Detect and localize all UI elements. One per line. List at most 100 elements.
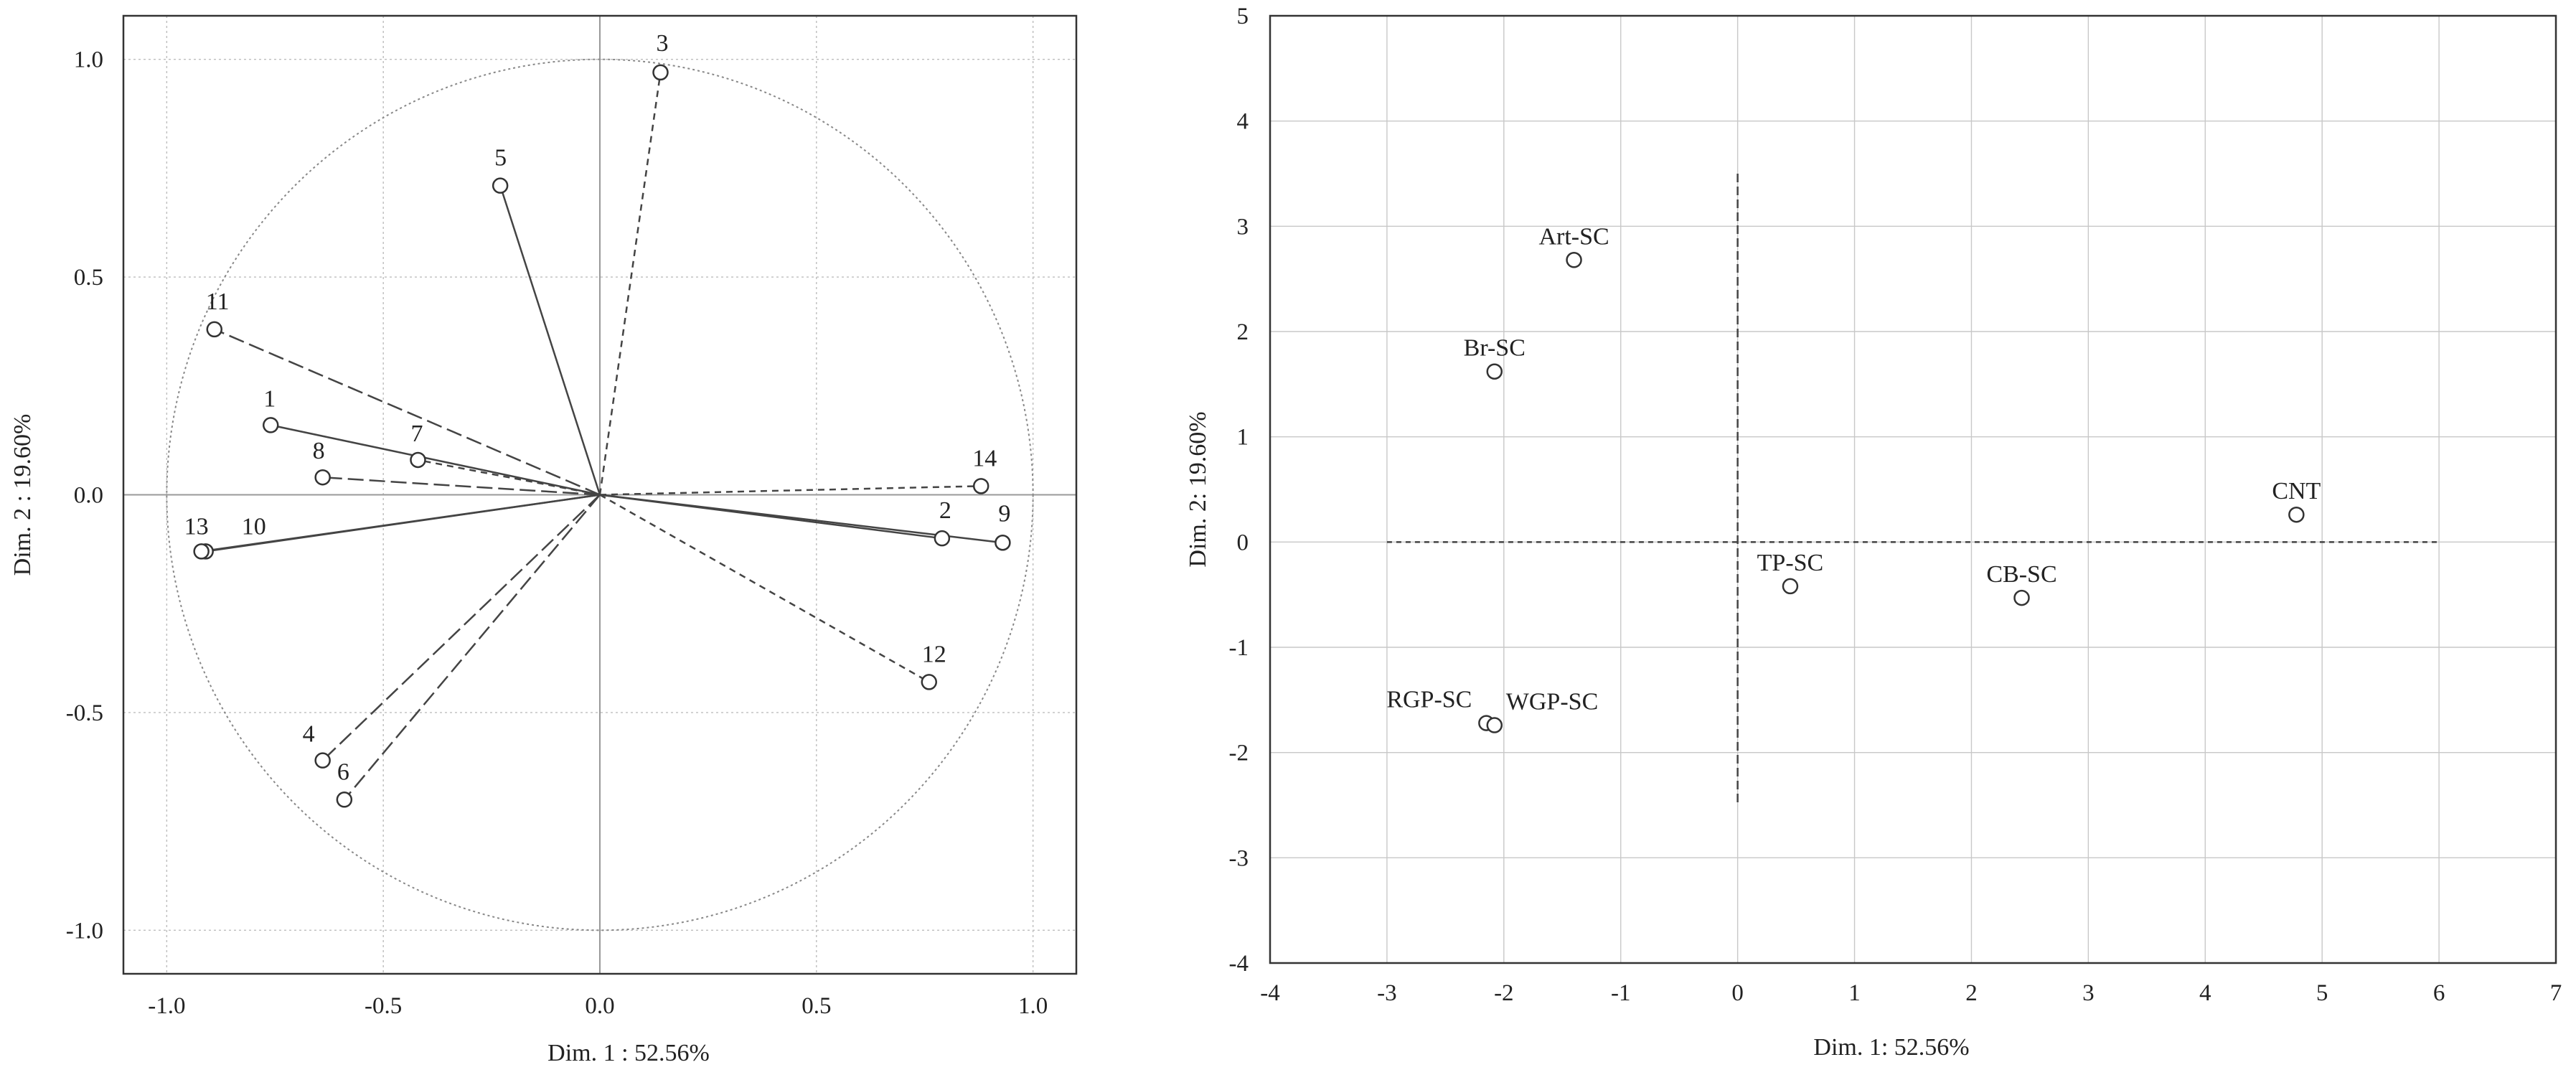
y-axis-title: Dim. 2 : 19.60%: [9, 414, 36, 576]
point-8: [314, 469, 331, 486]
vector-13: [201, 494, 601, 553]
point-label: 3: [657, 30, 669, 57]
point-14: [972, 478, 989, 494]
vector-3: [598, 72, 662, 495]
y-tick-label: 0.5: [74, 265, 103, 291]
point-2: [934, 530, 951, 547]
point-label: CNT: [2272, 478, 2321, 504]
vector-7: [418, 459, 601, 496]
x-tick-label: -3: [1377, 980, 1397, 1006]
y-tick-labels: 1.0 0.5 0.0 -0.5 -1.0: [66, 47, 103, 944]
point-label: 4: [303, 721, 315, 748]
point-12: [921, 674, 938, 690]
vector-11: [214, 328, 601, 496]
point-7: [410, 451, 426, 469]
plot-frame: [122, 14, 1078, 975]
y-tick-label: 1.0: [74, 47, 103, 73]
point-4: [314, 752, 331, 769]
point-label: 6: [337, 759, 349, 785]
vector-1: [270, 424, 601, 496]
y-tick-labels: 5 4 3 2 1 0 -1 -2 -3 -4: [1229, 4, 1249, 977]
y-tick-label: 2: [1237, 319, 1249, 345]
point-label: 2: [939, 497, 951, 524]
x-tick-label: 0: [1731, 980, 1744, 1006]
point-label: RGP-SC: [1386, 687, 1472, 713]
x-tick-label: 6: [2433, 980, 2445, 1006]
x-tick-label: -1.0: [148, 993, 185, 1019]
y-tick-label: 0: [1237, 530, 1249, 555]
y-tick-label: 3: [1237, 214, 1249, 240]
zero-lines: [1386, 174, 2440, 805]
point-label: 8: [313, 438, 325, 464]
y-tick-label: -3: [1229, 845, 1249, 871]
y-tick-label: -1.0: [66, 918, 103, 944]
point-9: [995, 535, 1011, 551]
x-tick-label: 1.0: [1018, 993, 1048, 1019]
x-tick-labels: -4 -3 -2 -1 0 1 2 3 4 5 6 7: [1260, 980, 2562, 1006]
x-tick-label: 1: [1848, 980, 1861, 1006]
point-5: [492, 177, 509, 194]
x-axis-title: Dim. 1 : 52.56%: [547, 1040, 710, 1066]
point-labels: Art-SC Br-SC CNT TP-SC CB-SC RGP-SC WGP-SC: [1386, 223, 2321, 715]
vector-6: [343, 494, 601, 801]
point-label: WGP-SC: [1506, 689, 1598, 715]
point-label: 5: [494, 145, 507, 172]
unit-circle: [166, 58, 1034, 931]
vector-5: [499, 185, 601, 495]
point-label: 9: [998, 500, 1010, 527]
point-label: 11: [206, 288, 230, 315]
point-Art-SC: [1566, 252, 1582, 268]
point-6: [336, 792, 353, 808]
point-Br-SC: [1486, 363, 1503, 380]
point-label: Br-SC: [1464, 335, 1526, 362]
point-label: 12: [922, 641, 946, 667]
x-tick-labels: -1.0 -0.5 0.0 0.5 1.0: [148, 993, 1048, 1019]
x-tick-label: 3: [2082, 980, 2095, 1006]
x-tick-label: 4: [2199, 980, 2211, 1006]
point-CNT: [2288, 506, 2305, 523]
x-tick-label: -0.5: [365, 993, 402, 1019]
vector-8: [322, 476, 601, 496]
y-tick-label: -2: [1229, 741, 1249, 766]
plot-frame: [1269, 14, 2557, 964]
y-tick-label: -4: [1229, 951, 1249, 977]
y-tick-label: 5: [1237, 4, 1249, 29]
y-tick-label: -1: [1229, 635, 1249, 661]
y-tick-label: 1: [1237, 425, 1249, 451]
x-tick-label: 0.0: [585, 993, 614, 1019]
point-11: [206, 321, 223, 338]
y-tick-label: 0.0: [74, 483, 103, 509]
score-points: [1478, 252, 2305, 733]
vector-12: [599, 494, 930, 683]
x-tick-label: -4: [1260, 980, 1280, 1006]
point-label: 14: [972, 445, 997, 471]
point-label: TP-SC: [1757, 550, 1824, 576]
y-axis-title: Dim. 2: 19.60%: [1185, 411, 1211, 567]
point-label: 13: [184, 513, 209, 540]
x-axis-title: Dim. 1: 52.56%: [1813, 1034, 1969, 1061]
loading-vectors: [201, 72, 1003, 801]
vector-4: [321, 494, 601, 761]
x-tick-label: -2: [1494, 980, 1514, 1006]
x-tick-label: 0.5: [802, 993, 831, 1019]
x-tick-label: 5: [2316, 980, 2328, 1006]
x-tick-label: 7: [2550, 980, 2562, 1006]
x-tick-label: 2: [1965, 980, 1978, 1006]
point-label: CB-SC: [1986, 561, 2056, 588]
unit-circle: [166, 58, 1034, 931]
point-1: [262, 417, 279, 433]
point-label: 10: [242, 513, 266, 540]
grid: [1269, 15, 2557, 964]
point-label: 1: [263, 385, 276, 412]
point-label: 7: [410, 421, 423, 447]
y-tick-label: 4: [1237, 109, 1249, 135]
y-tick-label: -0.5: [66, 700, 103, 726]
vector-14: [599, 485, 982, 496]
point-3: [652, 64, 669, 81]
point-CB-SC: [2013, 589, 2030, 606]
point-WGP-SC: [1486, 717, 1503, 733]
